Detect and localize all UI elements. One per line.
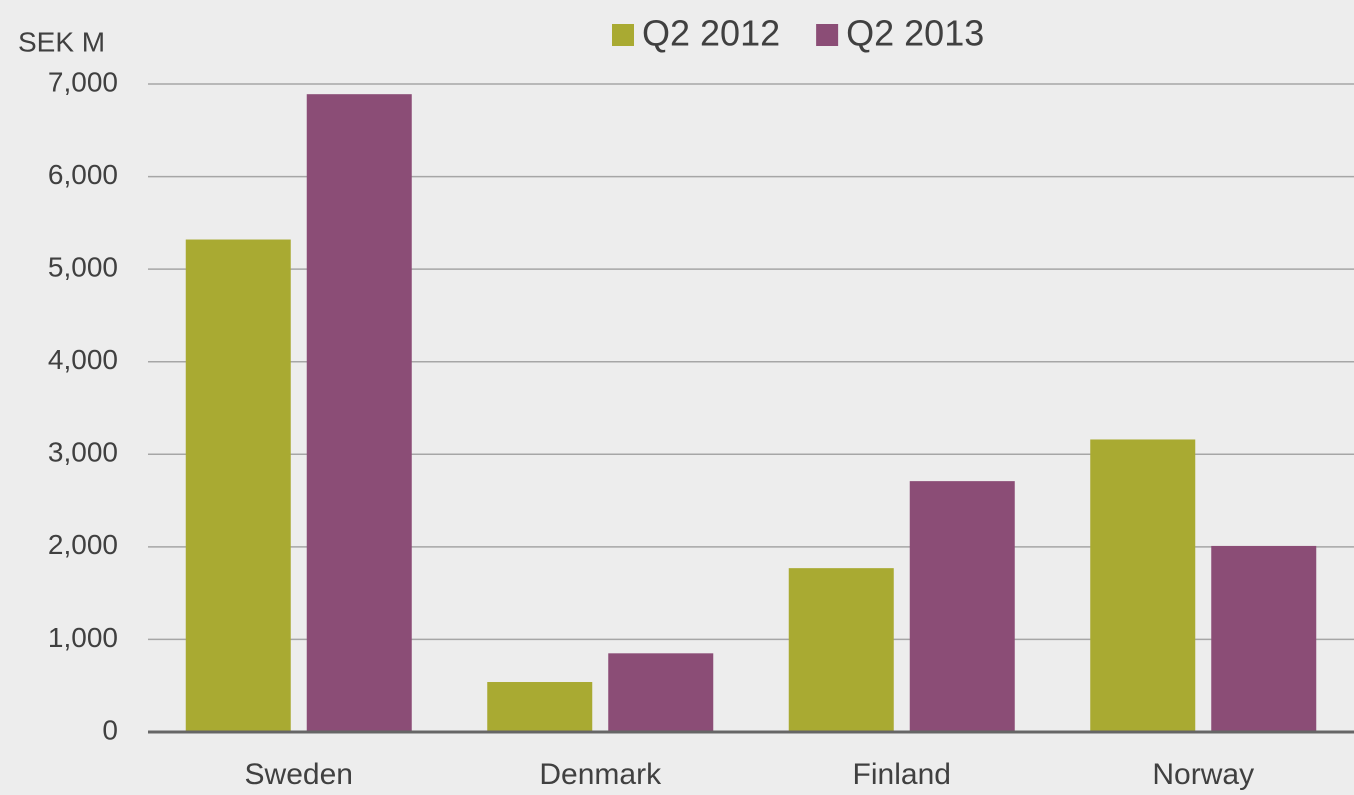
bar [1211, 545, 1317, 732]
x-tick-label: Norway [1152, 758, 1254, 791]
legend-swatch [612, 24, 634, 46]
y-tick-label: 1,000 [48, 622, 118, 653]
bar [608, 653, 714, 732]
bar [788, 568, 894, 732]
y-tick-label: 7,000 [48, 66, 118, 97]
bar [185, 239, 291, 732]
bar [909, 481, 1015, 732]
y-tick-label: 2,000 [48, 529, 118, 560]
legend-label: Q2 2013 [846, 13, 984, 54]
bar [1090, 439, 1196, 732]
y-tick-label: 0 [102, 714, 118, 745]
bar [487, 682, 593, 732]
x-tick-label: Denmark [539, 758, 662, 791]
y-tick-label: 3,000 [48, 437, 118, 468]
bar [306, 94, 412, 732]
x-tick-label: Finland [853, 758, 951, 791]
legend-label: Q2 2012 [642, 13, 780, 54]
legend-swatch [816, 24, 839, 46]
x-tick-label: Sweden [245, 758, 353, 791]
y-tick-label: 6,000 [48, 159, 118, 190]
y-tick-label: 5,000 [48, 252, 118, 283]
y-axis-label: SEK M [18, 26, 105, 57]
y-tick-label: 4,000 [48, 344, 118, 375]
